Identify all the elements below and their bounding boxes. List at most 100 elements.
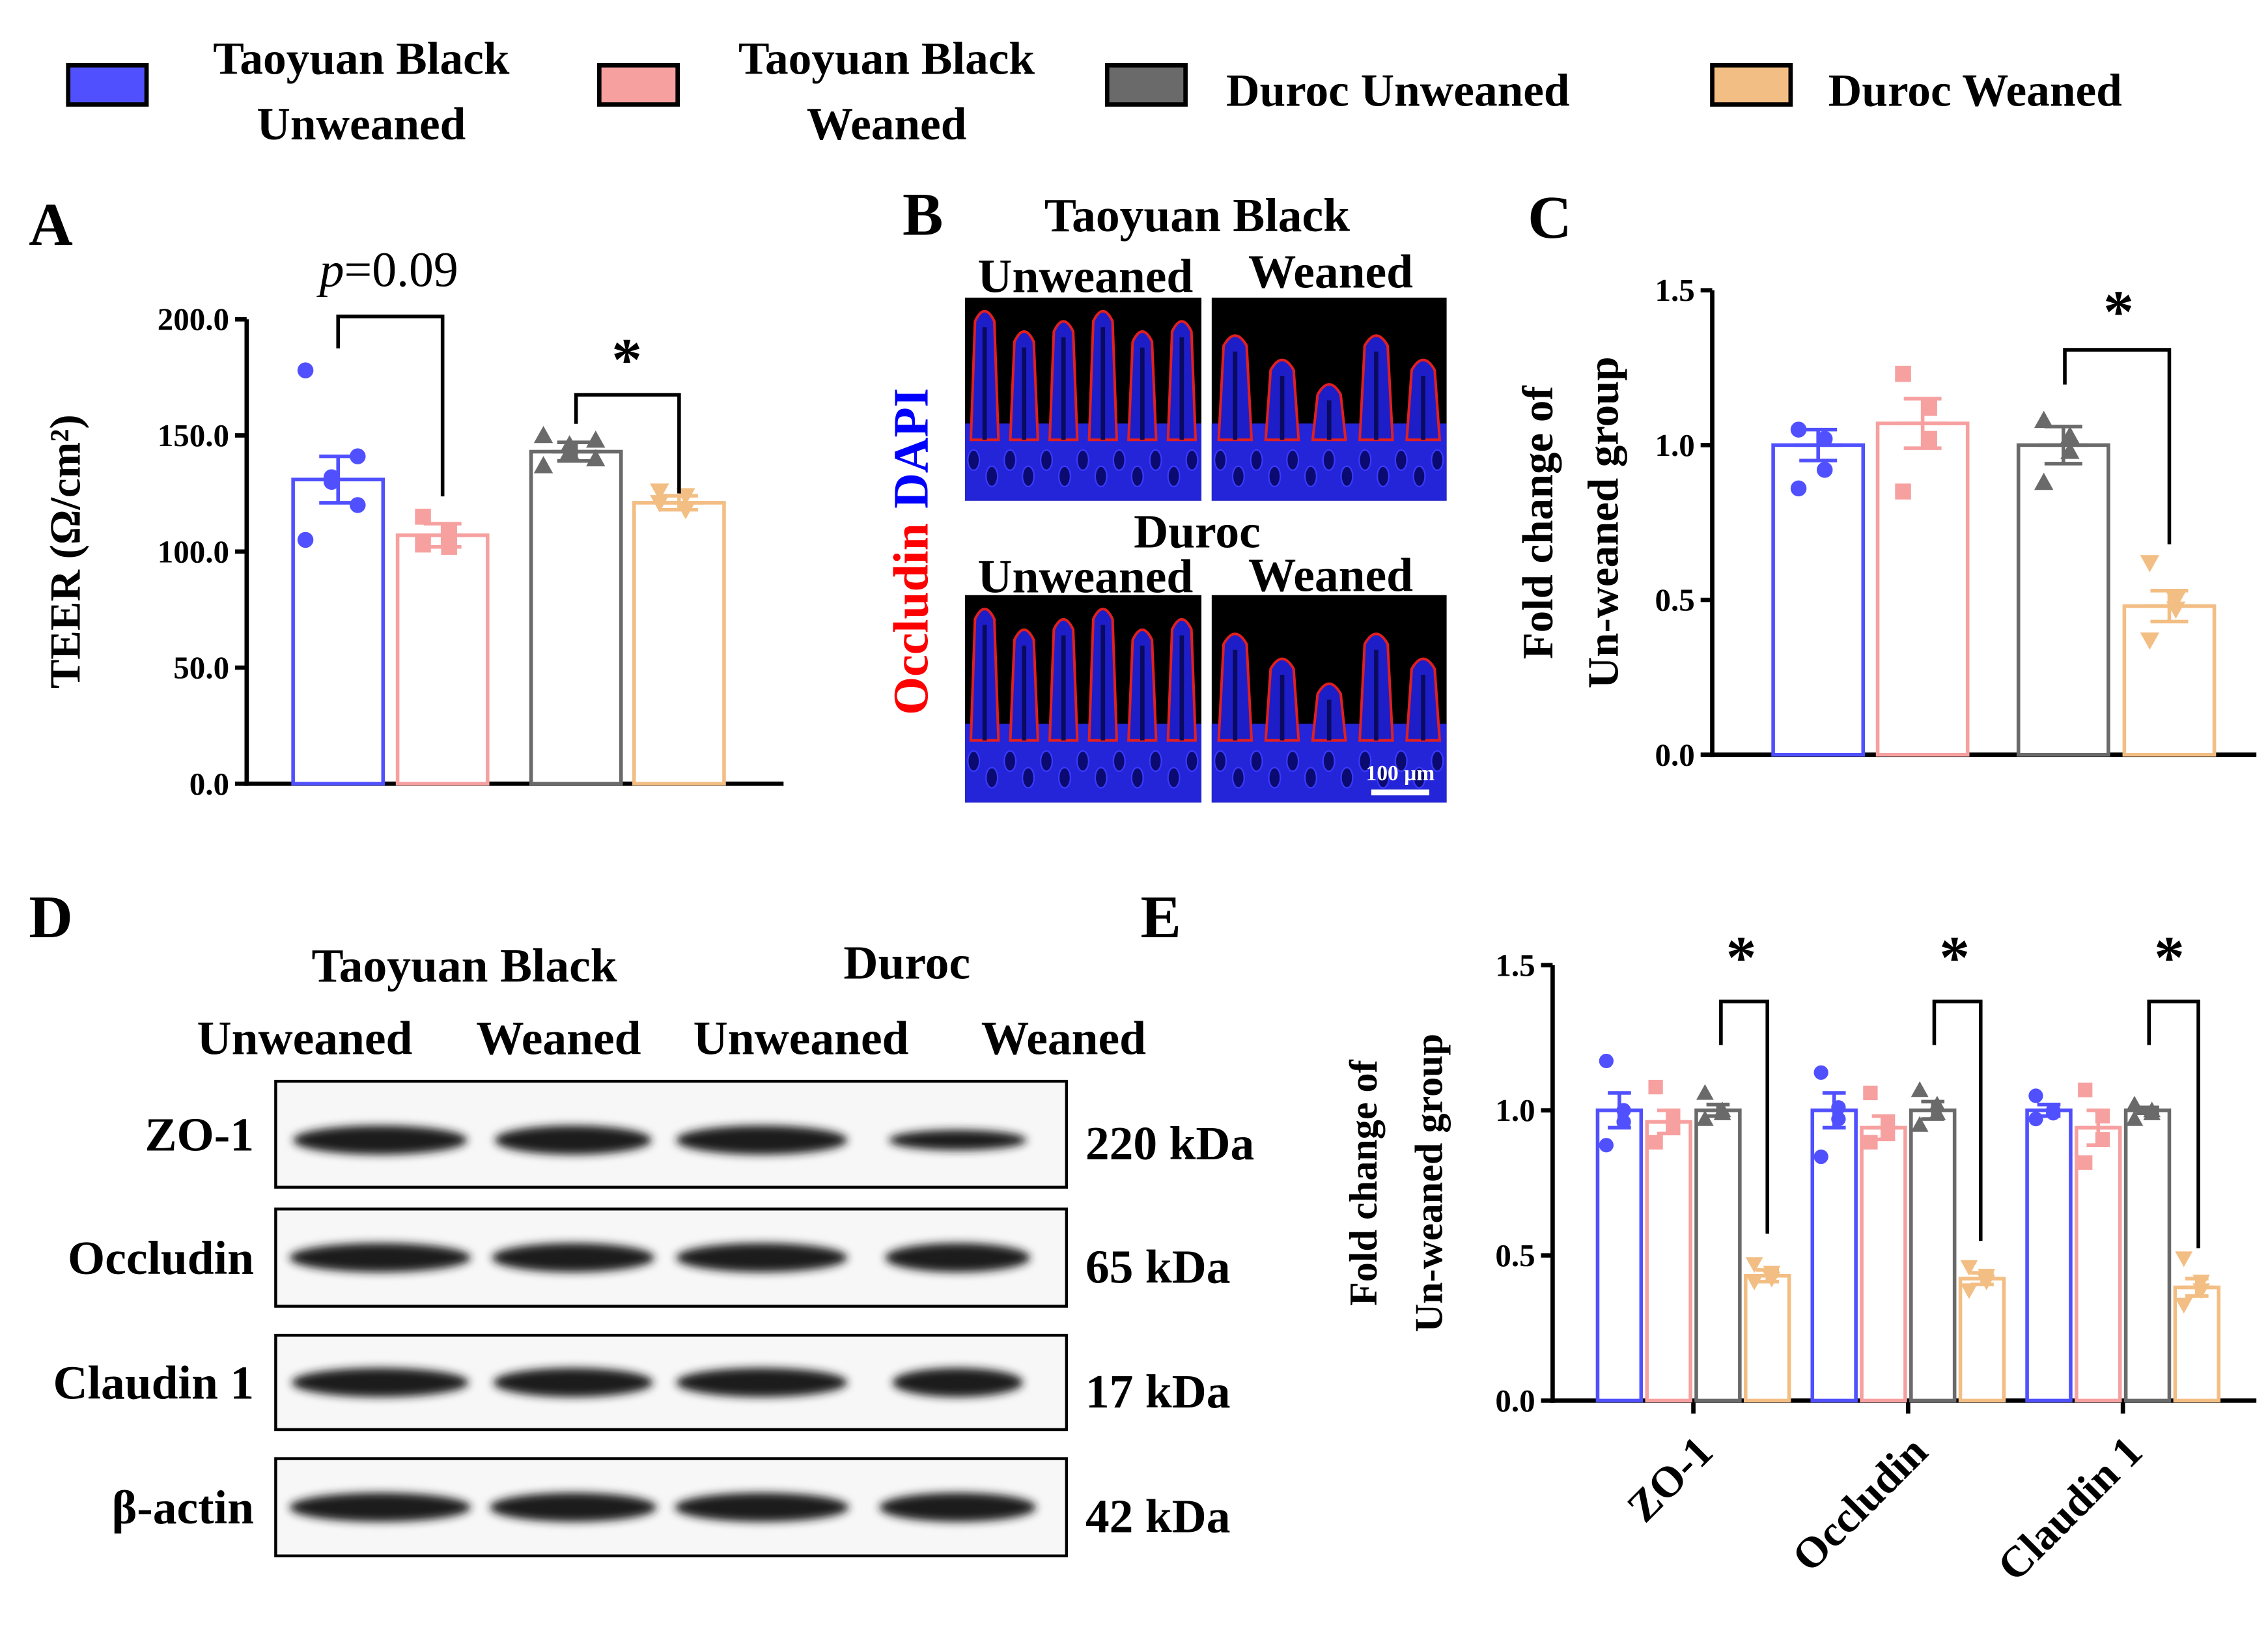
crypt (1340, 465, 1354, 488)
data-point (2192, 1283, 2210, 1299)
size-label: 42 kDa (1085, 1490, 1231, 1543)
data-point (1831, 1111, 1846, 1127)
data-point (2175, 1297, 2193, 1314)
crypt (1094, 767, 1108, 789)
data-point (1816, 462, 1833, 478)
data-point (650, 483, 669, 501)
crypt (1003, 750, 1017, 772)
y-tick-label: 200.0 (158, 302, 229, 337)
bar (395, 533, 490, 786)
data-point (1745, 1274, 1763, 1291)
crypt (1322, 449, 1336, 472)
panel-letter: B (903, 181, 943, 248)
blot-group-title: Duroc (843, 935, 970, 989)
data-point (2060, 426, 2080, 444)
data-point (297, 362, 314, 378)
crypt (1022, 767, 1035, 789)
protein-label: Claudin 1 (53, 1356, 254, 1409)
crypt (1431, 449, 1444, 472)
data-point (415, 509, 431, 525)
data-point (441, 539, 457, 555)
annotation-text: * (2103, 279, 2134, 346)
crypt (1250, 750, 1263, 772)
data-point (1831, 1100, 1846, 1115)
blot-band (289, 1243, 471, 1273)
y-tick-label: 1.5 (1655, 272, 1694, 308)
data-point (1790, 480, 1807, 497)
bar (1875, 421, 1970, 757)
data-point (1813, 1065, 1828, 1080)
legend-label: Duroc Weaned (1828, 64, 2122, 117)
legend-label: Taoyuan Black Weaned (738, 32, 1035, 150)
significance-bracket (336, 315, 445, 497)
bar (1860, 1125, 1907, 1403)
micrograph (964, 595, 1202, 803)
data-point (2175, 1251, 2193, 1267)
crypt (1214, 750, 1227, 772)
crypt (1214, 449, 1227, 472)
data-point (1928, 1104, 1946, 1120)
annotation-italic: p (316, 242, 344, 297)
bar (2025, 1108, 2073, 1403)
lane-label: Unweaned (197, 1011, 413, 1064)
micrograph (1211, 297, 1447, 501)
crypt (1039, 750, 1054, 772)
annotation-text: * (1726, 924, 1757, 991)
blot-band (493, 1368, 653, 1397)
lane-label: Unweaned (693, 1011, 909, 1064)
data-point (1960, 1260, 1978, 1276)
crypt (1449, 767, 1461, 787)
data-point (2034, 472, 2054, 490)
data-point (586, 449, 606, 466)
blot-band (490, 1492, 657, 1522)
crypt (1412, 767, 1426, 789)
data-point (676, 502, 695, 520)
crypt (1022, 465, 1035, 488)
crypt (985, 465, 999, 488)
crypt (1003, 449, 1017, 472)
annotation-text: * (1939, 924, 1970, 991)
y-tick-label: 0.5 (1495, 1237, 1535, 1273)
data-point (1599, 1138, 1614, 1153)
data-point (2078, 1082, 2093, 1097)
blot-group-title: Taoyuan Black (311, 939, 617, 992)
blot-band (676, 1368, 848, 1397)
data-point (2125, 1096, 2144, 1112)
significance-bracket (1932, 999, 1983, 1241)
y-axis-label: Fold change of (1342, 1059, 1386, 1306)
crypt (1057, 767, 1071, 789)
data-point (1616, 1114, 1631, 1129)
x-tick-label: ZO-1 (1618, 1427, 1722, 1531)
crypt (1268, 465, 1281, 488)
crypt (1358, 449, 1372, 472)
data-point (1863, 1085, 1878, 1101)
crypt (1358, 750, 1372, 772)
crypt (1231, 767, 1245, 789)
blot-band (291, 1368, 469, 1397)
data-point (350, 497, 366, 513)
y-tick-label: 0.0 (1495, 1383, 1535, 1419)
crypt (1112, 750, 1126, 772)
data-point (2060, 442, 2080, 459)
crypt (1322, 750, 1336, 772)
data-point (2166, 601, 2186, 619)
blot-band (494, 1125, 652, 1155)
data-point (1895, 483, 1911, 500)
data-point (1713, 1104, 1731, 1120)
y-tick-label: 0.0 (189, 766, 229, 802)
data-point (1745, 1257, 1763, 1273)
panel-letter: D (29, 884, 73, 951)
crypt (1286, 449, 1300, 472)
micrograph (1211, 595, 1461, 803)
crypt (1185, 750, 1199, 772)
blot-band (885, 1243, 1031, 1273)
crypt (1039, 449, 1054, 472)
crypt (1167, 767, 1181, 789)
micrograph-column-title: Unweaned (977, 550, 1193, 603)
bar (1743, 1273, 1791, 1403)
data-point (1911, 1116, 1929, 1132)
bar (1645, 1120, 1692, 1403)
annotation-text: =0.09 (344, 242, 458, 297)
blot-band (892, 1368, 1024, 1397)
